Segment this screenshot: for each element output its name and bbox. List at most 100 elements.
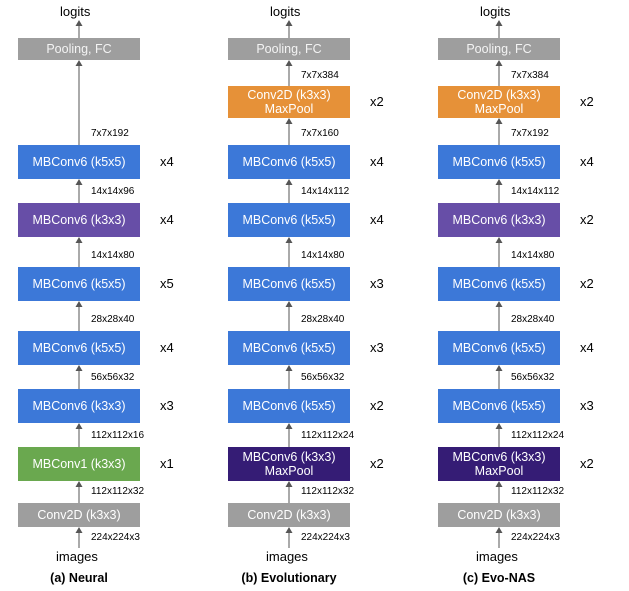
images-label: images	[476, 549, 518, 564]
repeat-count: x2	[370, 94, 384, 109]
tensor-shape-label: 14x14x96	[91, 186, 135, 197]
layer-block: MBConv6 (k5x5)	[18, 267, 140, 301]
layer-label: MaxPool	[264, 464, 314, 478]
arrow-head	[495, 527, 503, 533]
arrow-head	[75, 423, 83, 429]
layer-label: Conv2D (k3x3)	[457, 508, 541, 522]
repeat-count: x4	[370, 154, 384, 169]
arrows-layer	[495, 20, 503, 548]
repeat-count: x2	[370, 398, 384, 413]
layer-label: MBConv6 (k3x3)	[32, 213, 126, 227]
tensor-shape-label: 112x112x32	[91, 486, 145, 497]
repeat-count: x2	[580, 456, 594, 471]
arrow-head	[285, 60, 293, 66]
tensor-shape-label: 56x56x32	[91, 372, 135, 383]
layer-label: Conv2D (k3x3)	[247, 88, 331, 102]
tensor-shape-label: 7x7x192	[511, 128, 549, 139]
layer-block: MBConv1 (k3x3)	[18, 447, 140, 481]
layer-block: MBConv6 (k3x3)	[18, 389, 140, 423]
repeat-count: x4	[160, 340, 174, 355]
extra-conv-block: Conv2D (k3x3) MaxPool	[228, 86, 350, 118]
arrow-head	[495, 179, 503, 185]
column-caption: (c) Evo-NAS	[462, 571, 536, 585]
images-label: images	[266, 549, 308, 564]
tensor-shape-label: 14x14x80	[301, 250, 345, 261]
arrow-head	[495, 237, 503, 243]
layer-block: MBConv6 (k5x5)	[438, 145, 560, 179]
arrow-head	[75, 365, 83, 371]
layer-label: MBConv6 (k5x5)	[242, 399, 336, 413]
layer-block: MBConv6 (k3x3)	[18, 203, 140, 237]
arrow-head	[495, 365, 503, 371]
tensor-shape-label: 112x112x24	[511, 430, 565, 441]
arrow-head	[285, 179, 293, 185]
layer-block: MBConv6 (k3x3) MaxPool	[228, 447, 350, 481]
diagram-column: logits Pooling, FC Conv2D (k3x3) 112x112x32…	[423, 0, 629, 591]
tensor-shape-label: 56x56x32	[511, 372, 555, 383]
repeat-count: x2	[370, 456, 384, 471]
diagram-column: logits Pooling, FC Conv2D (k3x3) 112x112x32…	[213, 0, 422, 591]
arrow-head	[285, 527, 293, 533]
layer-label: MBConv6 (k5x5)	[452, 155, 546, 169]
arrow-head	[285, 118, 293, 124]
arrow-head	[285, 365, 293, 371]
extra-conv-block: Conv2D (k3x3) MaxPool	[438, 86, 560, 118]
layer-block: MBConv6 (k5x5)	[18, 331, 140, 365]
layer-block: MBConv6 (k5x5)	[228, 267, 350, 301]
layer-label: MaxPool	[474, 464, 524, 478]
layer-label: MBConv6 (k5x5)	[32, 277, 126, 291]
layer-block: MBConv6 (k5x5)	[228, 331, 350, 365]
repeat-count: x3	[580, 398, 594, 413]
tensor-shape-label: 28x28x40	[91, 314, 135, 325]
layer-block: MBConv6 (k5x5)	[228, 389, 350, 423]
layer-label: Conv2D (k3x3)	[457, 88, 541, 102]
arrow-head	[75, 60, 83, 66]
layer-block: Conv2D (k3x3)	[18, 503, 140, 527]
layer-label: Conv2D (k3x3)	[247, 508, 331, 522]
repeat-count: x4	[370, 212, 384, 227]
arrow-head	[75, 527, 83, 533]
tensor-shape-label: 7x7x384	[511, 70, 549, 81]
tensor-shape-label: 7x7x384	[301, 70, 339, 81]
layer-label: MBConv6 (k5x5)	[242, 213, 336, 227]
arrows-layer	[75, 20, 83, 548]
arrow-head	[495, 20, 503, 26]
layer-label: MBConv6 (k3x3)	[32, 399, 126, 413]
arrow-head	[285, 481, 293, 487]
logits-label: logits	[480, 4, 511, 19]
arrow-head	[75, 301, 83, 307]
layer-label: MBConv6 (k5x5)	[242, 341, 336, 355]
tensor-shape-label: 224x224x3	[511, 532, 560, 543]
pooling-fc-block: Pooling, FC	[228, 38, 350, 60]
arrow-head	[495, 301, 503, 307]
layer-label: MBConv6 (k3x3)	[242, 450, 336, 464]
repeat-count: x4	[160, 154, 174, 169]
layer-block: MBConv6 (k5x5)	[438, 267, 560, 301]
tensor-shape-label: 7x7x192	[91, 128, 129, 139]
layer-block: MBConv6 (k5x5)	[228, 203, 350, 237]
logits-label: logits	[270, 4, 301, 19]
repeat-count: x4	[160, 212, 174, 227]
repeat-count: x3	[370, 276, 384, 291]
layer-label: MBConv6 (k5x5)	[242, 277, 336, 291]
repeat-count: x2	[580, 94, 594, 109]
layer-label: MBConv6 (k5x5)	[32, 155, 126, 169]
tensor-shape-label: 14x14x80	[511, 250, 555, 261]
column-caption: (a) Neural	[50, 571, 108, 585]
repeat-count: x3	[160, 398, 174, 413]
layer-block: MBConv6 (k5x5)	[438, 389, 560, 423]
tensor-shape-label: 28x28x40	[301, 314, 345, 325]
arrow-head	[495, 118, 503, 124]
pooling-fc-label: Pooling, FC	[256, 42, 322, 56]
tensor-shape-label: 224x224x3	[301, 532, 350, 543]
arrow-head	[495, 481, 503, 487]
layer-block: MBConv6 (k3x3) MaxPool	[438, 447, 560, 481]
tensor-shape-label: 56x56x32	[301, 372, 345, 383]
tensor-shape-label: 224x224x3	[91, 532, 140, 543]
arrow-head	[495, 60, 503, 66]
layer-label: Conv2D (k3x3)	[37, 508, 121, 522]
arrow-head	[495, 423, 503, 429]
pooling-fc-label: Pooling, FC	[46, 42, 112, 56]
layer-label: MBConv6 (k5x5)	[242, 155, 336, 169]
repeat-count: x2	[580, 212, 594, 227]
